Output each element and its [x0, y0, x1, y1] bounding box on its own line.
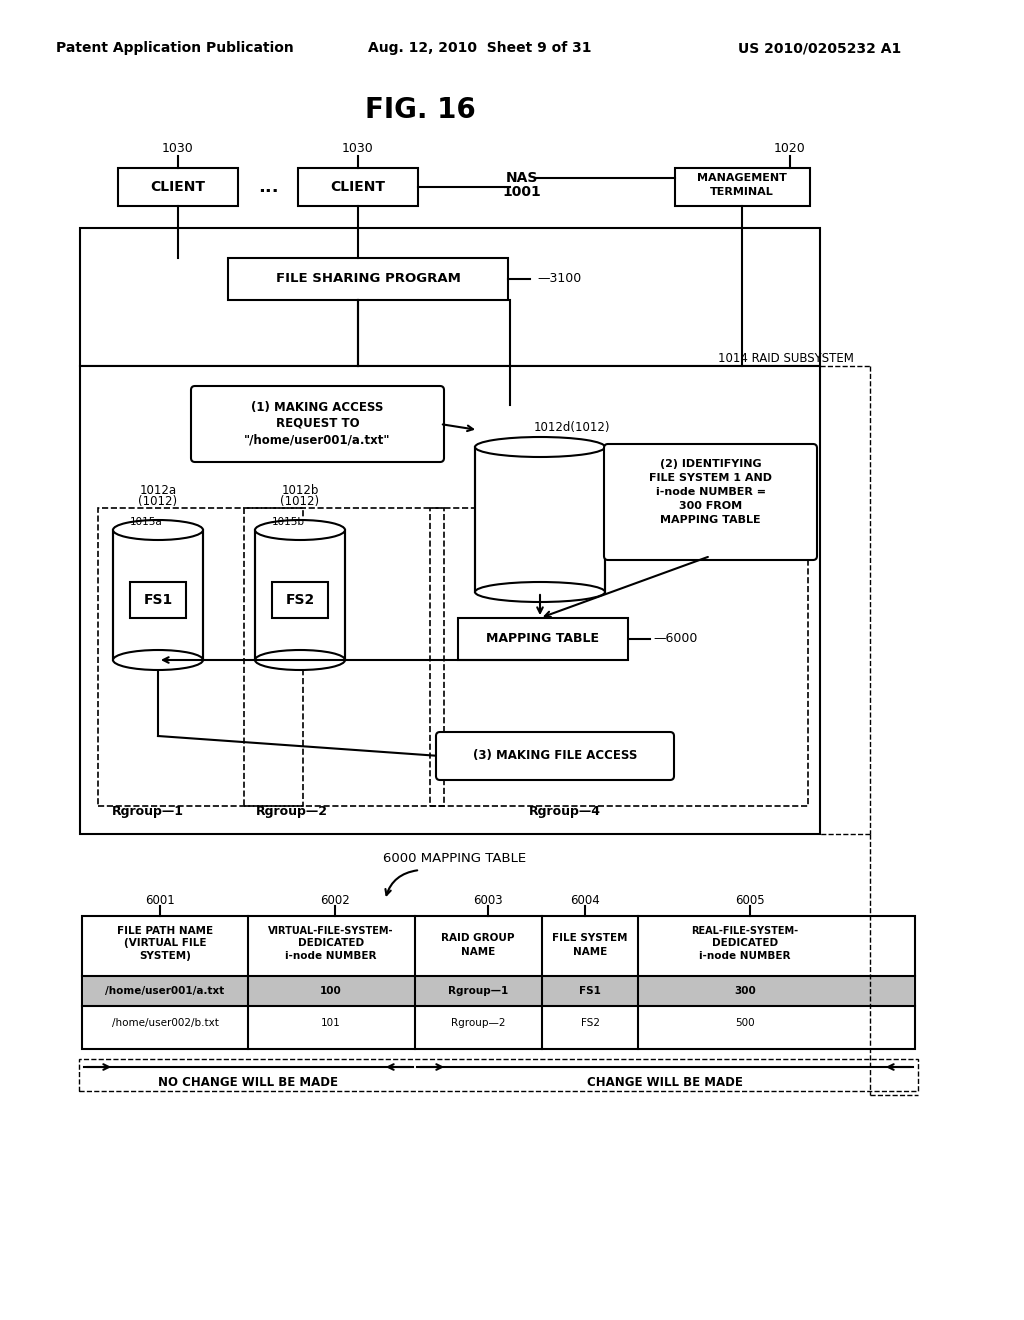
Bar: [80, 366, 820, 834]
Text: 101: 101: [322, 1018, 341, 1028]
Text: FILE SYSTEM: FILE SYSTEM: [552, 933, 628, 942]
Bar: [430, 508, 808, 807]
Text: (VIRTUAL FILE: (VIRTUAL FILE: [124, 939, 206, 948]
Text: FS1: FS1: [143, 593, 173, 607]
Text: 6001: 6001: [145, 894, 175, 907]
Text: Aug. 12, 2010  Sheet 9 of 31: Aug. 12, 2010 Sheet 9 of 31: [369, 41, 592, 55]
Text: RAID GROUP: RAID GROUP: [441, 933, 515, 942]
Text: DEDICATED: DEDICATED: [712, 939, 778, 948]
Bar: [83, 975, 914, 1006]
Bar: [82, 916, 915, 1049]
Ellipse shape: [475, 437, 605, 457]
Text: 100: 100: [321, 986, 342, 997]
Text: Rgroup—1: Rgroup—1: [112, 805, 184, 818]
Text: Rgroup—2: Rgroup—2: [451, 1018, 505, 1028]
Text: 1014 RAID SUBSYSTEM: 1014 RAID SUBSYSTEM: [718, 351, 854, 364]
Bar: [118, 168, 238, 206]
Text: 1030: 1030: [162, 141, 194, 154]
Text: REQUEST TO: REQUEST TO: [275, 417, 359, 429]
Text: 6000 MAPPING TABLE: 6000 MAPPING TABLE: [383, 851, 526, 865]
Text: FS2: FS2: [286, 593, 314, 607]
Bar: [675, 168, 810, 206]
Text: FS2: FS2: [581, 1018, 599, 1028]
Bar: [244, 508, 444, 807]
Text: "/home/user001/a.txt": "/home/user001/a.txt": [245, 433, 391, 446]
Text: FILE SYSTEM 1 AND: FILE SYSTEM 1 AND: [649, 473, 772, 483]
Text: Patent Application Publication: Patent Application Publication: [56, 41, 294, 55]
Text: CHANGE WILL BE MADE: CHANGE WILL BE MADE: [587, 1077, 743, 1089]
Text: Rgroup—2: Rgroup—2: [256, 805, 328, 818]
Text: MANAGEMENT: MANAGEMENT: [697, 173, 786, 183]
Text: 1012a: 1012a: [139, 483, 176, 496]
Bar: [255, 531, 345, 660]
Text: —6000: —6000: [653, 632, 698, 645]
Text: (3) MAKING FILE ACCESS: (3) MAKING FILE ACCESS: [473, 750, 637, 763]
Text: 1001: 1001: [503, 185, 542, 199]
Text: NAME: NAME: [572, 946, 607, 957]
Text: Rgroup—1: Rgroup—1: [447, 986, 508, 997]
Bar: [80, 228, 820, 366]
Text: REAL-FILE-SYSTEM-: REAL-FILE-SYSTEM-: [691, 927, 799, 936]
Bar: [458, 618, 628, 660]
Text: (1012): (1012): [138, 495, 177, 508]
Ellipse shape: [255, 520, 345, 540]
Text: 6005: 6005: [735, 894, 765, 907]
Ellipse shape: [113, 649, 203, 671]
Text: US 2010/0205232 A1: US 2010/0205232 A1: [738, 41, 901, 55]
Text: i-node NUMBER: i-node NUMBER: [699, 950, 791, 961]
Text: TERMINAL: TERMINAL: [710, 187, 774, 197]
Text: i-node NUMBER =: i-node NUMBER =: [655, 487, 766, 498]
Text: FS1: FS1: [579, 986, 601, 997]
Ellipse shape: [113, 520, 203, 540]
Bar: [130, 582, 186, 618]
Ellipse shape: [255, 649, 345, 671]
Text: 1012d(1012): 1012d(1012): [534, 421, 610, 434]
Ellipse shape: [475, 582, 605, 602]
Bar: [228, 257, 508, 300]
Text: 500: 500: [735, 1018, 755, 1028]
Text: (2) IDENTIFYING: (2) IDENTIFYING: [659, 459, 761, 469]
Text: ...: ...: [258, 178, 279, 195]
Text: VIRTUAL-FILE-SYSTEM-: VIRTUAL-FILE-SYSTEM-: [268, 927, 394, 936]
Text: Rgroup—4: Rgroup—4: [529, 805, 601, 818]
Bar: [113, 531, 203, 660]
Text: NO CHANGE WILL BE MADE: NO CHANGE WILL BE MADE: [159, 1077, 339, 1089]
Text: NAS: NAS: [506, 172, 539, 185]
Bar: [79, 1059, 918, 1092]
FancyBboxPatch shape: [604, 444, 817, 560]
Bar: [475, 447, 605, 591]
Text: FILE PATH NAME: FILE PATH NAME: [117, 927, 213, 936]
Text: 300 FROM: 300 FROM: [679, 502, 742, 511]
Text: CLIENT: CLIENT: [331, 180, 385, 194]
Text: i-node NUMBER: i-node NUMBER: [286, 950, 377, 961]
Text: FIG. 16: FIG. 16: [365, 96, 475, 124]
Text: —3100: —3100: [538, 272, 582, 285]
Text: 1030: 1030: [342, 141, 374, 154]
Text: (1012): (1012): [281, 495, 319, 508]
Text: 1015b: 1015b: [272, 517, 305, 527]
Text: CLIENT: CLIENT: [151, 180, 206, 194]
Text: NAME: NAME: [461, 946, 496, 957]
Text: MAPPING TABLE: MAPPING TABLE: [660, 515, 761, 525]
FancyBboxPatch shape: [436, 733, 674, 780]
Text: FILE SHARING PROGRAM: FILE SHARING PROGRAM: [275, 272, 461, 285]
Text: DEDICATED: DEDICATED: [298, 939, 365, 948]
Bar: [298, 168, 418, 206]
Text: 1015a: 1015a: [130, 517, 163, 527]
Text: 1020: 1020: [774, 141, 806, 154]
Text: 300: 300: [734, 986, 756, 997]
Text: /home/user002/b.txt: /home/user002/b.txt: [112, 1018, 218, 1028]
Text: (1) MAKING ACCESS: (1) MAKING ACCESS: [251, 401, 384, 414]
Text: 6002: 6002: [321, 894, 350, 907]
Text: 6003: 6003: [473, 894, 503, 907]
Text: 6004: 6004: [570, 894, 600, 907]
FancyBboxPatch shape: [191, 385, 444, 462]
Bar: [98, 508, 303, 807]
Bar: [272, 582, 328, 618]
Text: /home/user001/a.txt: /home/user001/a.txt: [105, 986, 224, 997]
Text: SYSTEM): SYSTEM): [139, 950, 190, 961]
Text: MAPPING TABLE: MAPPING TABLE: [486, 632, 599, 645]
Text: 1012b: 1012b: [282, 483, 318, 496]
